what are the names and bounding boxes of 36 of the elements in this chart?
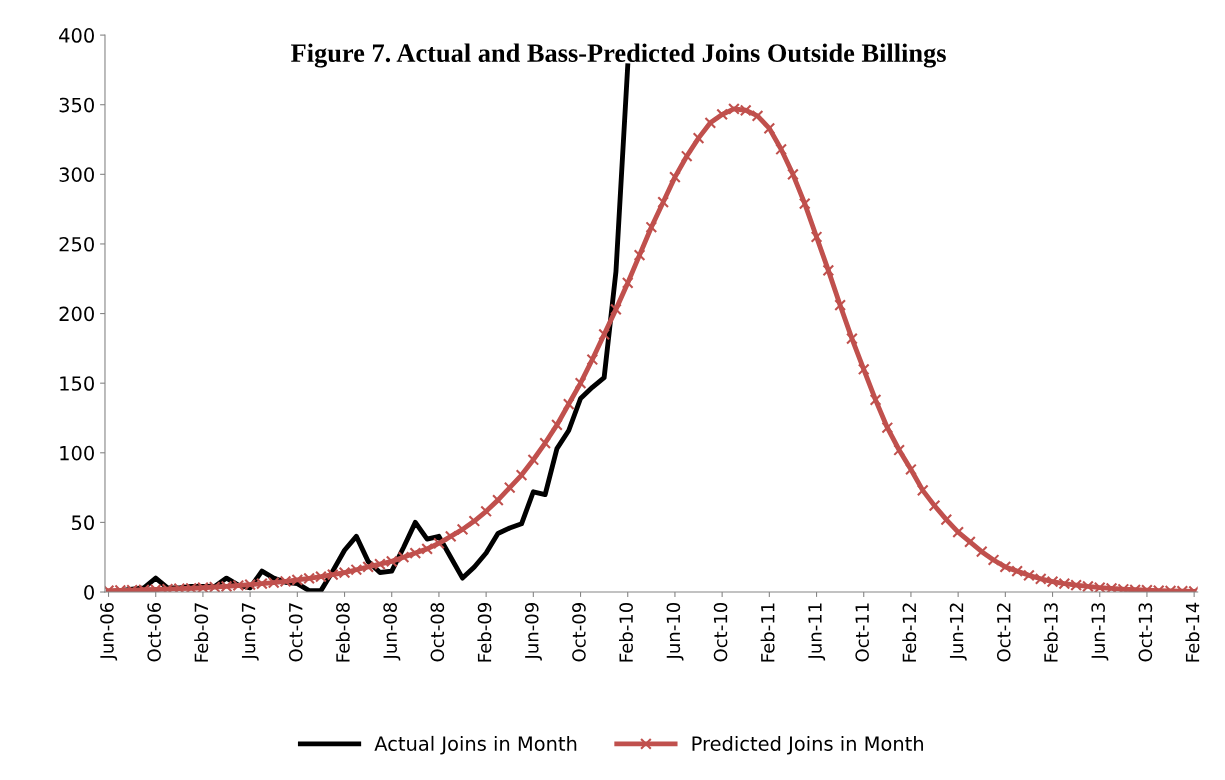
x-tick-label: Jun-06 [100, 602, 118, 661]
x-tick-label: Jun-08 [383, 602, 401, 661]
x-tick-label: Oct-10 [713, 602, 728, 662]
y-tick-label: 100 [60, 445, 94, 461]
x-tick-label: Oct-07 [288, 603, 303, 662]
x-tick-label: Jun-09 [524, 603, 542, 661]
y-tick-label: 250 [59, 236, 94, 252]
y-tick-label: 400 [59, 28, 94, 43]
x-tick-label: Oct-12 [996, 603, 1011, 662]
x-tick-label: Feb-07 [194, 603, 209, 662]
y-tick-label: 50 [72, 515, 94, 531]
y-tick-label: 0 [84, 584, 94, 600]
x-tick-label: Oct-08 [430, 602, 445, 662]
y-tick-label: 200 [59, 306, 94, 322]
x-tick-label: Jun-10 [666, 602, 684, 661]
legend-label: Predicted Joins in Month [692, 735, 923, 755]
legend-label: Actual Joins in Month [374, 735, 577, 755]
chart-title: Figure 7. Actual and Bass-Predicted Joins Outside Billings [291, 43, 946, 68]
x-tick-label: Oct-06 [147, 602, 161, 662]
x-tick-label: Feb-09 [477, 603, 492, 662]
x-tick-label: Jun-07 [241, 603, 259, 661]
x-tick-label: Feb-14 [1185, 602, 1200, 662]
x-tick-label: Jun-13 [1091, 603, 1109, 661]
x-tick-label: Feb-11 [760, 603, 775, 662]
x-tick-label: Feb-12 [902, 603, 917, 662]
y-tick-label: 150 [60, 376, 94, 391]
x-tick-label: Oct-09 [572, 603, 586, 662]
x-tick-label: Feb-08 [335, 602, 350, 662]
y-tick-label: 350 [59, 97, 94, 113]
x-tick-label: Jun-11 [808, 603, 826, 661]
x-tick-label: Oct-11 [855, 603, 869, 662]
x-tick-label: Oct-13 [1138, 603, 1153, 662]
y-tick-label: 300 [59, 167, 94, 182]
x-tick-label: Feb-13 [1043, 603, 1058, 662]
x-tick-label: Jun-12 [949, 603, 967, 661]
x-tick-label: Feb-10 [618, 602, 633, 662]
